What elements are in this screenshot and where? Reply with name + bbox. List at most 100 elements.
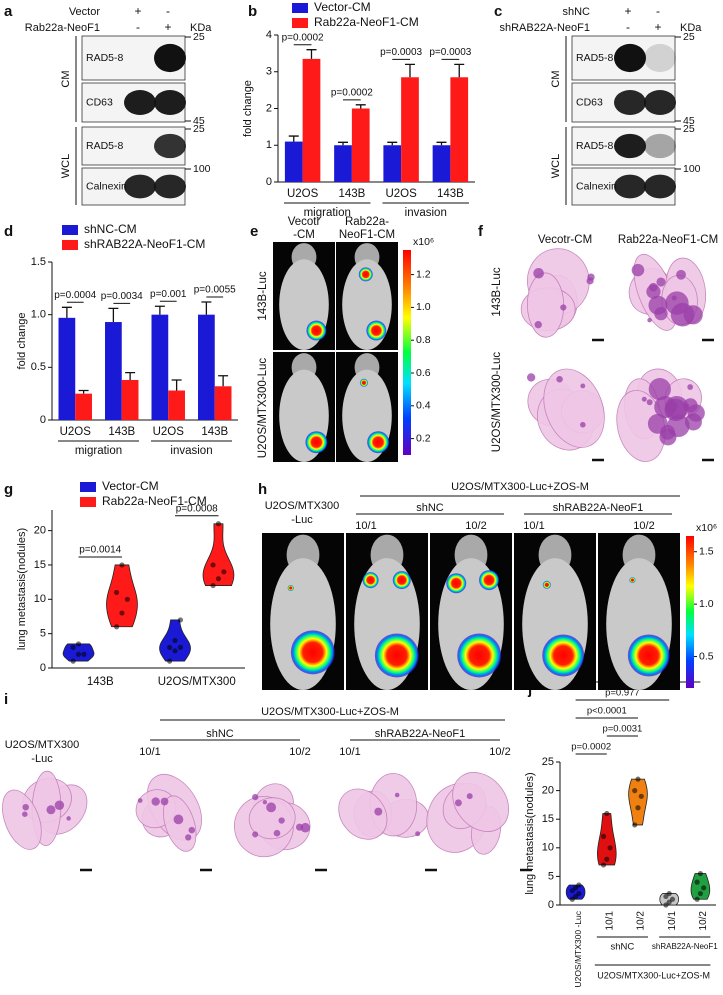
p-value: p=0.0055 [194,285,236,296]
data-point [177,617,184,623]
nodule [647,317,652,323]
bar [214,386,232,420]
data-point [635,776,641,782]
marker: 45 [193,115,205,127]
lane-label: 10/2 [289,746,310,758]
legend-label: Vector-CM [314,0,371,14]
nodule [556,375,563,383]
data-point [167,658,173,664]
p-value: p=0.0034 [101,291,143,302]
nodule [173,814,184,825]
p-value: p=0.0014 [79,545,121,556]
bar [121,379,139,420]
y-tick-label: 0 [40,662,46,674]
marker: 25 [193,123,205,135]
luminescence [367,431,390,454]
p-value: p=0.0031 [602,724,642,735]
luminescence [358,267,373,282]
error-bar [61,306,72,318]
p-value: p=0.0003 [380,47,422,58]
y-tick-label: 10 [542,842,554,854]
colorbar-label: 1.2 [416,268,431,280]
luminescence [627,634,670,677]
colorbar-unit: x10⁶ [413,236,434,248]
row-label: U2OS/MTX300-Luc [257,358,269,459]
data-point [210,562,216,568]
data-point [632,822,638,828]
column-label: Vecotr [288,216,321,228]
header: U2OS/MTX300-Luc+ZOS-M [261,706,399,718]
marker: 100 [193,163,211,175]
legend-swatch [292,3,308,13]
band [644,90,676,115]
nodule [415,831,421,837]
data-point [576,890,582,897]
data-point [694,879,700,885]
luminescence [290,630,335,675]
nodule [560,304,567,311]
y-tick-label: 0 [40,414,46,426]
lane-label: 10/1 [139,746,160,758]
data-point [177,644,184,650]
legend-label: Vector-CM [102,479,159,493]
p-value: p=0.977 [605,688,640,699]
x-tick-label: 10/1 [667,911,678,931]
luminescence [629,577,636,584]
legend-label: Rab22a-NeoF1-CM [102,494,207,508]
nodule [151,797,160,806]
data-point [632,788,638,794]
data-point [75,651,82,657]
data-point [119,562,125,568]
blot-name: Calnexin [576,180,617,192]
x-tick-label: U2OS [385,188,417,200]
nodule [641,396,647,402]
error-bar [171,379,182,391]
blot-name: CD63 [576,96,603,108]
p-value: p=0.0008 [176,503,218,514]
x-tick-label: U2OS [287,188,319,200]
nodule [631,263,645,277]
marker: 25 [683,31,695,43]
x-tick-label: U2OS [60,426,92,438]
nodule [687,404,705,422]
nodule [394,792,400,798]
bar [450,77,469,182]
colorbar-label: 1.5 [699,546,714,558]
column-label: Vecotr-CM [538,234,592,246]
bar [105,322,122,420]
band [614,174,646,199]
section: WCL [60,154,72,178]
data-point [694,896,700,902]
band [124,174,156,199]
violin [106,564,138,628]
x-tick-label: 10/1 [604,911,615,931]
luminescence [479,570,500,591]
error-bar [201,301,212,315]
data-point [215,576,222,582]
condition-name: Vector [69,6,101,18]
y-tick-label: 1.0 [31,309,46,321]
nodule [54,800,65,810]
bar [198,314,215,420]
data-point [635,805,641,811]
band [154,43,186,73]
p-value: p=0.0004 [54,290,96,301]
error-bar [108,307,119,323]
y-tick-label: 0 [266,176,272,188]
header: U2OS/MTX300-Luc+ZOS-M [451,481,589,493]
data-point [701,885,707,891]
nodule [648,378,671,401]
data-point [119,610,125,616]
legend-swatch [62,240,78,250]
column-label: Rab22a-NeoF1-CM [618,234,718,246]
data-point [604,856,610,862]
lane-label: 10/2 [489,746,510,758]
x-tick-label: U2OS [153,426,185,438]
y-tick-label: 2 [266,102,272,114]
x-tick-label: 10/2 [636,911,647,931]
column-label: U2OS/MTX300 [265,500,340,512]
data-point [697,870,704,877]
lane-label: 10/2 [465,520,486,532]
group-label: shNC [206,728,234,740]
y-tick-label: 3 [266,66,272,78]
